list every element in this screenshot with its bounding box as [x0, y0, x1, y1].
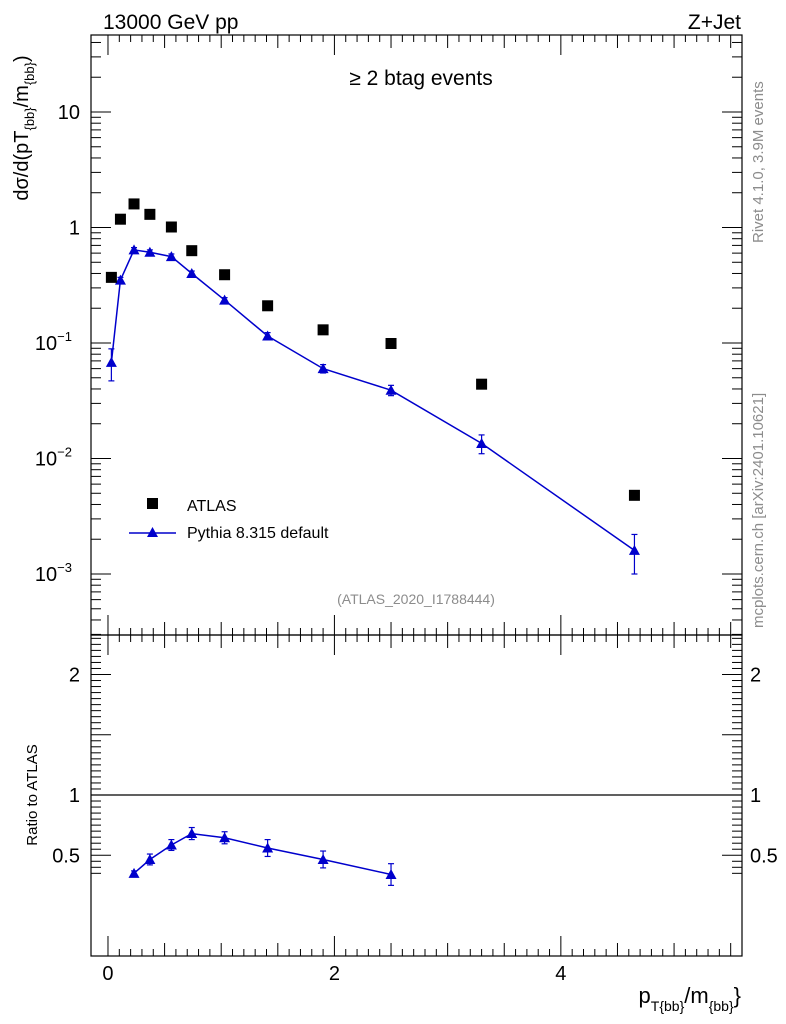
pythia-point: [114, 274, 126, 285]
pythia-point: [105, 356, 117, 367]
ratio-y-tick-label: 2: [69, 665, 80, 687]
ratio-point: [165, 839, 177, 850]
main-y-axis: 10−3 10−2 10−1 1 10: [35, 41, 742, 635]
energy-label: 13000 GeV pp: [103, 11, 238, 34]
ratio-y-tick-label: 1: [69, 785, 80, 807]
main-y-tick-label: 10: [58, 102, 80, 124]
main-y-tick-label: 10−3: [35, 560, 72, 586]
atlas-point: [114, 213, 126, 225]
atlas-point: [128, 198, 140, 210]
atlas-point: [385, 338, 397, 350]
ratio-point: [144, 853, 156, 864]
xlabel: pT{bb}/m{bb}}: [639, 983, 741, 1014]
x-tick-label: 2: [329, 963, 340, 985]
legend-atlas-label: ATLAS: [187, 498, 237, 515]
main-panel-frame: [90, 34, 743, 636]
main-y-tick-label: 1: [69, 218, 80, 240]
pythia-point: [385, 384, 397, 395]
atlas-point: [628, 489, 640, 501]
ratio-y-axis: 0.5 0.5 1 1 2 2: [52, 637, 778, 874]
pythia-point: [262, 330, 274, 341]
ratio-y-tick-label-right: 2: [750, 665, 761, 687]
ratio-point: [317, 853, 329, 864]
main-plot-data: [105, 198, 640, 575]
pythia-point: [628, 544, 640, 555]
pythia-point: [219, 294, 231, 305]
atlas-point: [262, 300, 274, 312]
main-y-tick-label: 10−1: [35, 329, 72, 355]
ratio-plot-data: [128, 826, 397, 886]
ratio-y-tick-label-right: 0.5: [750, 845, 778, 867]
pythia-point: [186, 267, 198, 278]
main-y-tick-label: 10−2: [35, 445, 72, 471]
analysis-id-label: (ATLAS_2020_I1788444): [337, 591, 495, 607]
atlas-point: [105, 271, 117, 283]
rivet-info-label: Rivet 4.1.0, 3.9M events: [750, 81, 767, 243]
x-tick-label: 0: [102, 963, 113, 985]
source-info-label: mcplots.cern.ch [arXiv:2401.10621]: [750, 393, 767, 628]
pythia-point: [128, 244, 140, 255]
legend-pythia-label: Pythia 8.315 default: [187, 525, 329, 542]
pythia-point: [165, 251, 177, 262]
legend-pythia-marker: [147, 527, 158, 537]
selection-label: ≥ 2 btag events: [349, 67, 492, 90]
ylabel-main: dσ/d(pT{bb}/m{bb}): [11, 55, 37, 200]
pythia-series-line: [110, 249, 635, 552]
x-axis: 0 2 4: [102, 35, 732, 985]
ratio-y-tick-label-right: 1: [750, 785, 761, 807]
ratio-point: [128, 867, 140, 878]
legend: ATLAS Pythia 8.315 default: [129, 498, 329, 542]
pythia-point: [476, 437, 488, 448]
process-label: Z+Jet: [688, 11, 741, 34]
ylabel-ratio: Ratio to ATLAS: [24, 744, 41, 845]
atlas-point: [144, 208, 156, 220]
atlas-point: [317, 324, 329, 336]
ratio-point: [219, 832, 231, 843]
atlas-point: [186, 245, 198, 257]
x-tick-label: 4: [555, 963, 566, 985]
ratio-y-tick-label: 0.5: [52, 845, 80, 867]
pythia-point: [317, 363, 329, 374]
legend-atlas-marker: [147, 498, 158, 509]
atlas-point: [219, 269, 231, 281]
ratio-series-line: [133, 832, 392, 876]
ratio-point: [385, 869, 397, 880]
pythia-point: [144, 246, 156, 257]
atlas-point: [476, 378, 488, 390]
atlas-point: [165, 221, 177, 233]
ratio-point: [262, 842, 274, 853]
ratio-point: [186, 828, 198, 839]
